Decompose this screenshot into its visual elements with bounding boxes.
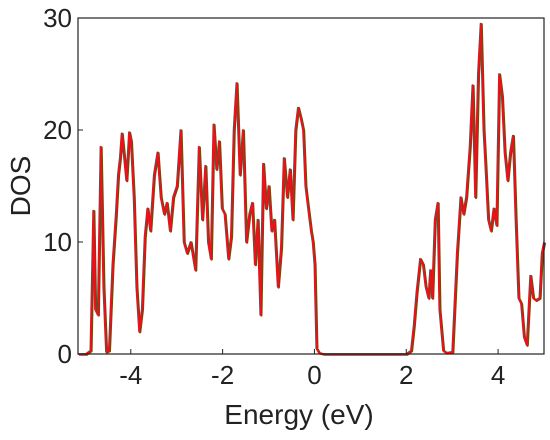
series-layer bbox=[78, 22, 547, 356]
y-tick-label: 30 bbox=[43, 3, 72, 33]
x-tick-label: 0 bbox=[307, 360, 321, 390]
y-tick-label: 0 bbox=[58, 339, 72, 369]
tick-layer: -4 -2 0 2 4 0 10 20 30 bbox=[43, 3, 505, 390]
x-tick-label: 2 bbox=[399, 360, 413, 390]
plot-frame bbox=[77, 17, 545, 355]
x-tick-label: 4 bbox=[491, 360, 505, 390]
x-tick-label: -2 bbox=[211, 360, 234, 390]
series-0-shadow-line bbox=[79, 23, 547, 356]
y-tick-label: 20 bbox=[43, 115, 72, 145]
series-0-line bbox=[78, 22, 545, 355]
y-axis-label: DOS bbox=[5, 156, 36, 217]
x-axis-label: Energy (eV) bbox=[224, 399, 373, 430]
y-tick-label: 10 bbox=[43, 227, 72, 257]
x-tick-label: -4 bbox=[119, 360, 142, 390]
